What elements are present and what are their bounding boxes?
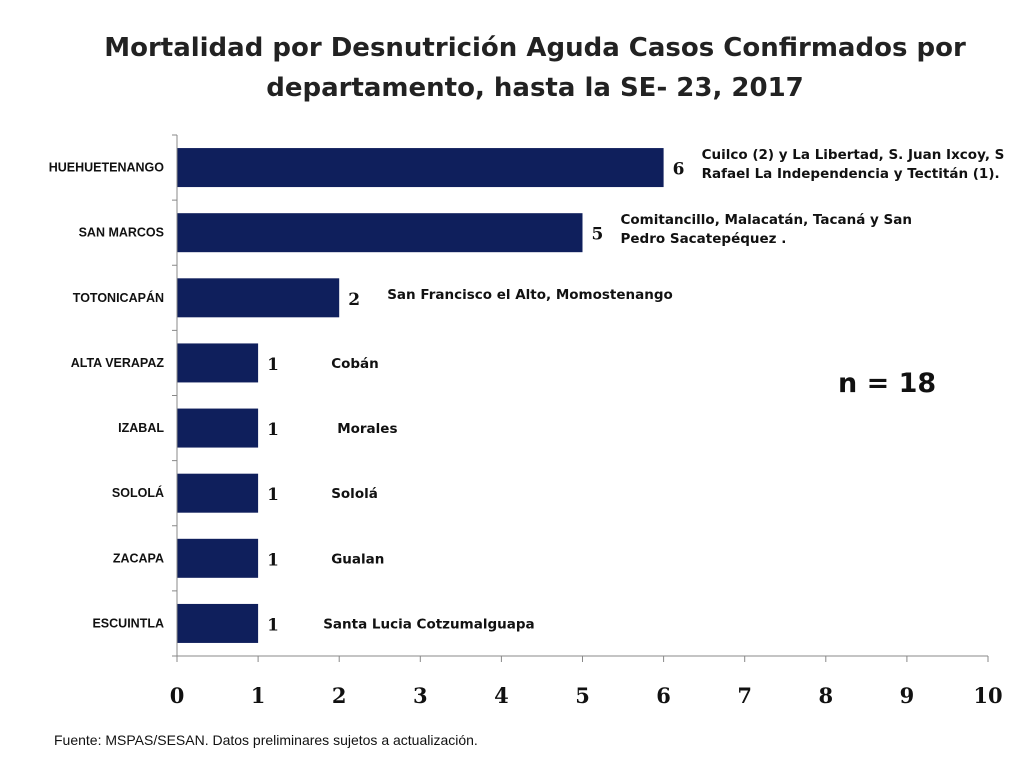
chart-title: Mortalidad por Desnutrición Aguda Casos …: [104, 33, 966, 103]
x-tick-label: 10: [973, 683, 1002, 708]
value-label: 1: [267, 485, 279, 505]
labels-group: 0 1 2 3 4 5 6 7 8 9 10 HUEHUETENANGO 6 Cuilco (2) y L…: [49, 147, 1005, 708]
value-label: 1: [267, 550, 279, 570]
category-label: HUEHUETENANGO: [49, 161, 165, 175]
x-tick-label: 2: [332, 683, 347, 708]
category-label: ESCUINTLA: [92, 616, 164, 630]
category-label: ZACAPA: [113, 551, 164, 565]
annotation-label: Cobán: [331, 356, 379, 372]
bar: [177, 278, 340, 318]
x-tick-label: 3: [413, 683, 428, 708]
annotation-label: Sololá: [331, 486, 378, 502]
annotation-label: Pedro Sacatepéquez .: [621, 231, 787, 247]
x-tick-label: 7: [737, 683, 752, 708]
value-label: 1: [267, 420, 279, 440]
annotation-label: Cuilco (2) y La Libertad, S. Juan Ixcoy,…: [702, 147, 1005, 163]
x-tick-label: 6: [656, 683, 671, 708]
bar: [177, 408, 259, 448]
annotation-label: Comitancillo, Malacatán, Tacaná y San: [621, 212, 913, 228]
bar: [177, 603, 259, 643]
bar: [177, 213, 583, 253]
category-label: TOTONICAPÁN: [73, 290, 164, 305]
category-label: IZABAL: [118, 421, 164, 435]
x-tick-label: 0: [170, 683, 185, 708]
annotation-label: Santa Lucia Cotzumalguapa: [323, 616, 534, 632]
bar: [177, 538, 259, 578]
source-footer: Fuente: MSPAS/SESAN. Datos preliminares …: [54, 732, 478, 748]
annotation-label: San Francisco el Alto, Momostenango: [387, 287, 673, 303]
x-tick-label: 4: [494, 683, 509, 708]
bars-group: [177, 148, 664, 643]
category-label: ALTA VERAPAZ: [71, 356, 165, 370]
bar: [177, 343, 259, 383]
sample-size-label: n = 18: [838, 368, 937, 399]
x-tick-label: 1: [251, 683, 266, 708]
annotation-label: Morales: [337, 421, 397, 437]
category-label: SOLOLÁ: [112, 485, 164, 500]
category-label: SAN MARCOS: [79, 226, 164, 240]
value-label: 6: [673, 160, 685, 180]
value-label: 5: [592, 225, 604, 245]
bar: [177, 148, 664, 188]
axes-group: [172, 134, 989, 662]
value-label: 1: [267, 615, 279, 635]
x-tick-label: 5: [575, 683, 590, 708]
annotation-label: Rafael La Independencia y Tectitán (1).: [702, 166, 1000, 182]
annotation-label: Gualan: [331, 551, 384, 567]
bar: [177, 473, 259, 513]
value-label: 1: [267, 355, 279, 375]
x-tick-label: 9: [900, 683, 915, 708]
value-label: 2: [348, 290, 360, 310]
x-tick-label: 8: [818, 683, 833, 708]
